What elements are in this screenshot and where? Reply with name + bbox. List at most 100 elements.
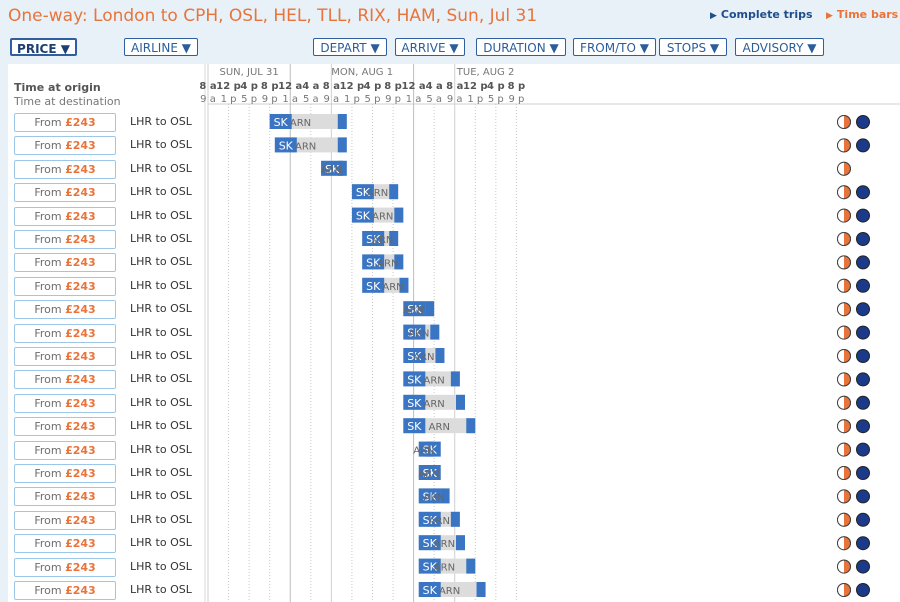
fare-button[interactable]: From £243 [14, 113, 116, 132]
fare-button[interactable]: From £243 [14, 510, 116, 530]
airline-code-label: SK [407, 397, 422, 410]
fare-button[interactable]: From £243 [14, 464, 116, 483]
airline-code-label: SK [423, 444, 438, 457]
fare-price: £243 [65, 162, 96, 176]
sun-moon-icon-half [837, 489, 844, 503]
airline-segment [274, 137, 297, 153]
destination-tick-label: 5 p [241, 94, 257, 105]
fare-button[interactable]: From £243 [14, 440, 116, 460]
sun-moon-icon-outline [837, 255, 851, 270]
arrival-segment [389, 184, 399, 200]
airline-segment [403, 371, 426, 387]
night-icon [856, 302, 870, 317]
origin-tick-label: 12 a [278, 81, 302, 92]
sun-moon-icon-half [837, 279, 844, 293]
fare-button[interactable]: From £243 [14, 347, 116, 366]
night-icon [856, 232, 870, 246]
airline-segment [362, 254, 385, 270]
fare-from-label: From [34, 513, 66, 527]
sun-moon-icon-half [837, 326, 844, 340]
fare-button[interactable]: From £243 [14, 393, 116, 413]
night-icon [856, 583, 870, 597]
fare-button[interactable]: From £243 [14, 276, 116, 296]
sort-arrive-button[interactable]: ARRIVE ▼ [395, 38, 465, 56]
arrival-segment [394, 254, 404, 270]
fare-from-label: From [34, 584, 66, 597]
day-label: TUE, AUG 2 [456, 67, 515, 78]
fare-from-label: From [34, 139, 66, 153]
route-label: LHR to OSL [130, 466, 192, 479]
fare-button[interactable]: From £243 [14, 183, 116, 203]
airline-segment [403, 324, 426, 340]
arrival-segment [394, 207, 404, 223]
sun-moon-icon-outline [837, 419, 851, 434]
fare-price: £243 [65, 560, 96, 574]
sun-moon-icon-half [837, 396, 844, 410]
stop-label: ARN [413, 352, 434, 363]
stop-label: ARN [418, 469, 439, 480]
night-icon [856, 395, 870, 410]
sun-moon-icon-half [837, 115, 844, 129]
airline-segment [418, 582, 441, 597]
fare-from-label: From [34, 490, 66, 504]
fare-from-label: From [34, 279, 66, 293]
sort-price-button[interactable]: PRICE ▼ [10, 38, 77, 56]
stop-label: ARN [377, 258, 398, 269]
fare-price: £243 [65, 209, 96, 223]
sort-from-to-button[interactable]: FROM/TO ▼ [573, 38, 656, 56]
stop-label: ARN [372, 212, 393, 223]
sort-depart-button[interactable]: DEPART ▼ [313, 38, 387, 56]
fare-button[interactable]: From £243 [14, 230, 116, 249]
airline-segment [418, 511, 441, 527]
fare-button[interactable]: From £243 [14, 557, 116, 577]
night-icon [856, 442, 870, 457]
fare-button[interactable]: From £243 [14, 206, 116, 226]
airline-segment [362, 277, 385, 293]
fare-button[interactable]: From £243 [14, 487, 116, 507]
fare-button[interactable]: From £243 [14, 534, 116, 554]
fare-button[interactable]: From £243 [14, 370, 116, 390]
stop-label: ARN [413, 446, 434, 457]
complete-trips-link[interactable]: ▶ Complete trips [710, 8, 813, 21]
night-icon [856, 349, 870, 363]
fare-button[interactable]: From £243 [14, 417, 116, 437]
sort-advisory-button[interactable]: ADVISORY ▼ [735, 38, 824, 56]
sun-moon-icon-half [837, 232, 844, 246]
fare-button[interactable]: From £243 [14, 300, 116, 320]
sun-moon-icon-half [837, 255, 844, 269]
fare-button[interactable]: From £243 [14, 323, 116, 343]
arrival-segment [435, 348, 445, 363]
sort-stops-button[interactable]: STOPS ▼ [659, 38, 727, 56]
route-label: LHR to OSL [130, 138, 192, 152]
fare-button[interactable]: From £243 [14, 159, 116, 179]
sun-moon-icon-outline [837, 325, 851, 340]
sort-duration-button[interactable]: DURATION ▼ [476, 38, 566, 56]
night-icon [856, 255, 870, 270]
fare-button[interactable]: From £243 [14, 136, 116, 156]
time-bars-link[interactable]: ▶ Time bars [826, 8, 899, 21]
fare-from-label: From [34, 116, 66, 129]
sun-moon-icon-half [837, 466, 844, 480]
fare-from-label: From [34, 467, 66, 480]
stop-label: ARN [439, 586, 460, 597]
night-icon [856, 512, 870, 527]
sun-moon-icon-outline [837, 349, 851, 363]
fare-button[interactable]: From £243 [14, 581, 116, 600]
night-icon [856, 466, 870, 480]
fare-button[interactable]: From £243 [14, 253, 116, 273]
airline-code-label: SK [423, 584, 438, 597]
sort-airline-button[interactable]: AIRLINE ▼ [124, 38, 198, 56]
fare-price: £243 [65, 139, 96, 153]
destination-tick-label: 5 p [365, 94, 381, 105]
sun-moon-icon-outline [837, 512, 851, 527]
airline-segment [321, 160, 344, 176]
sun-moon-icon-half [837, 185, 844, 199]
airline-code-label: SK [423, 561, 438, 574]
fare-price: £243 [65, 490, 96, 504]
airline-code-label: SK [423, 514, 438, 527]
fare-from-label: From [34, 326, 66, 340]
night-icon [856, 115, 870, 129]
airline-code-label: SK [423, 537, 438, 550]
origin-tick-label: 8 a [446, 81, 463, 92]
